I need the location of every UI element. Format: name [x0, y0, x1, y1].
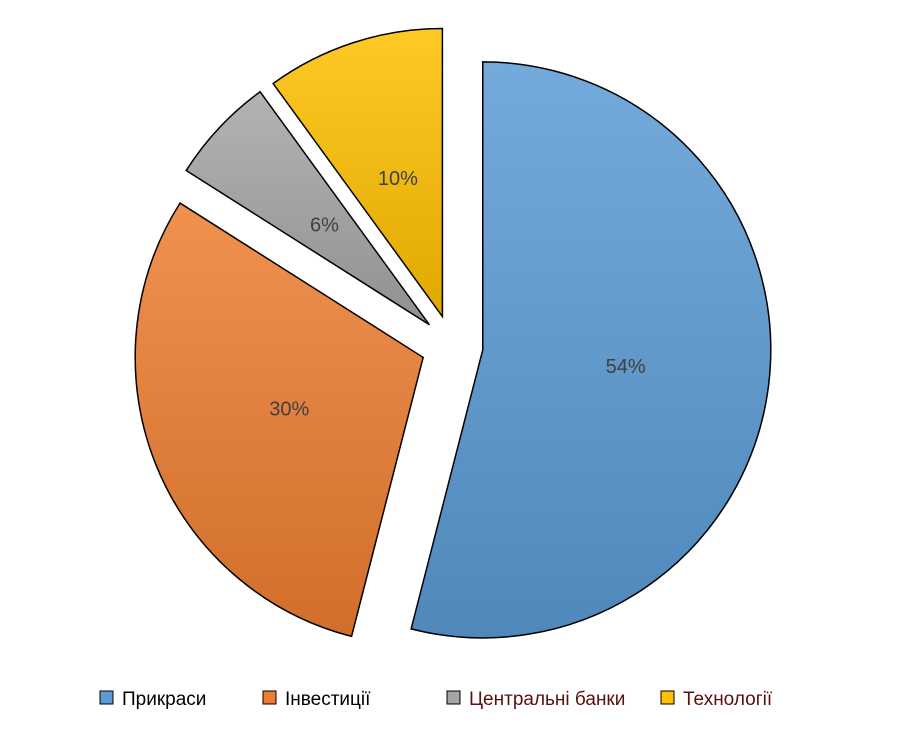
data-label: 10% — [378, 168, 418, 190]
data-label: 6% — [310, 214, 339, 236]
legend-label: Технології — [683, 689, 773, 710]
legend-swatch — [262, 690, 277, 705]
legend-label: Інвестиції — [285, 689, 371, 710]
legend-label: Прикраси — [122, 689, 206, 710]
data-label: 54% — [606, 356, 646, 378]
legend-swatch — [660, 690, 675, 705]
legend-swatch — [99, 690, 114, 705]
legend-swatch — [446, 690, 461, 705]
pie-slice — [185, 90, 431, 326]
pie-slice — [410, 61, 772, 639]
data-label: 30% — [269, 399, 309, 421]
legend-label: Центральні банки — [469, 689, 625, 710]
pie-slice — [272, 27, 444, 319]
pie-slice — [134, 202, 425, 638]
